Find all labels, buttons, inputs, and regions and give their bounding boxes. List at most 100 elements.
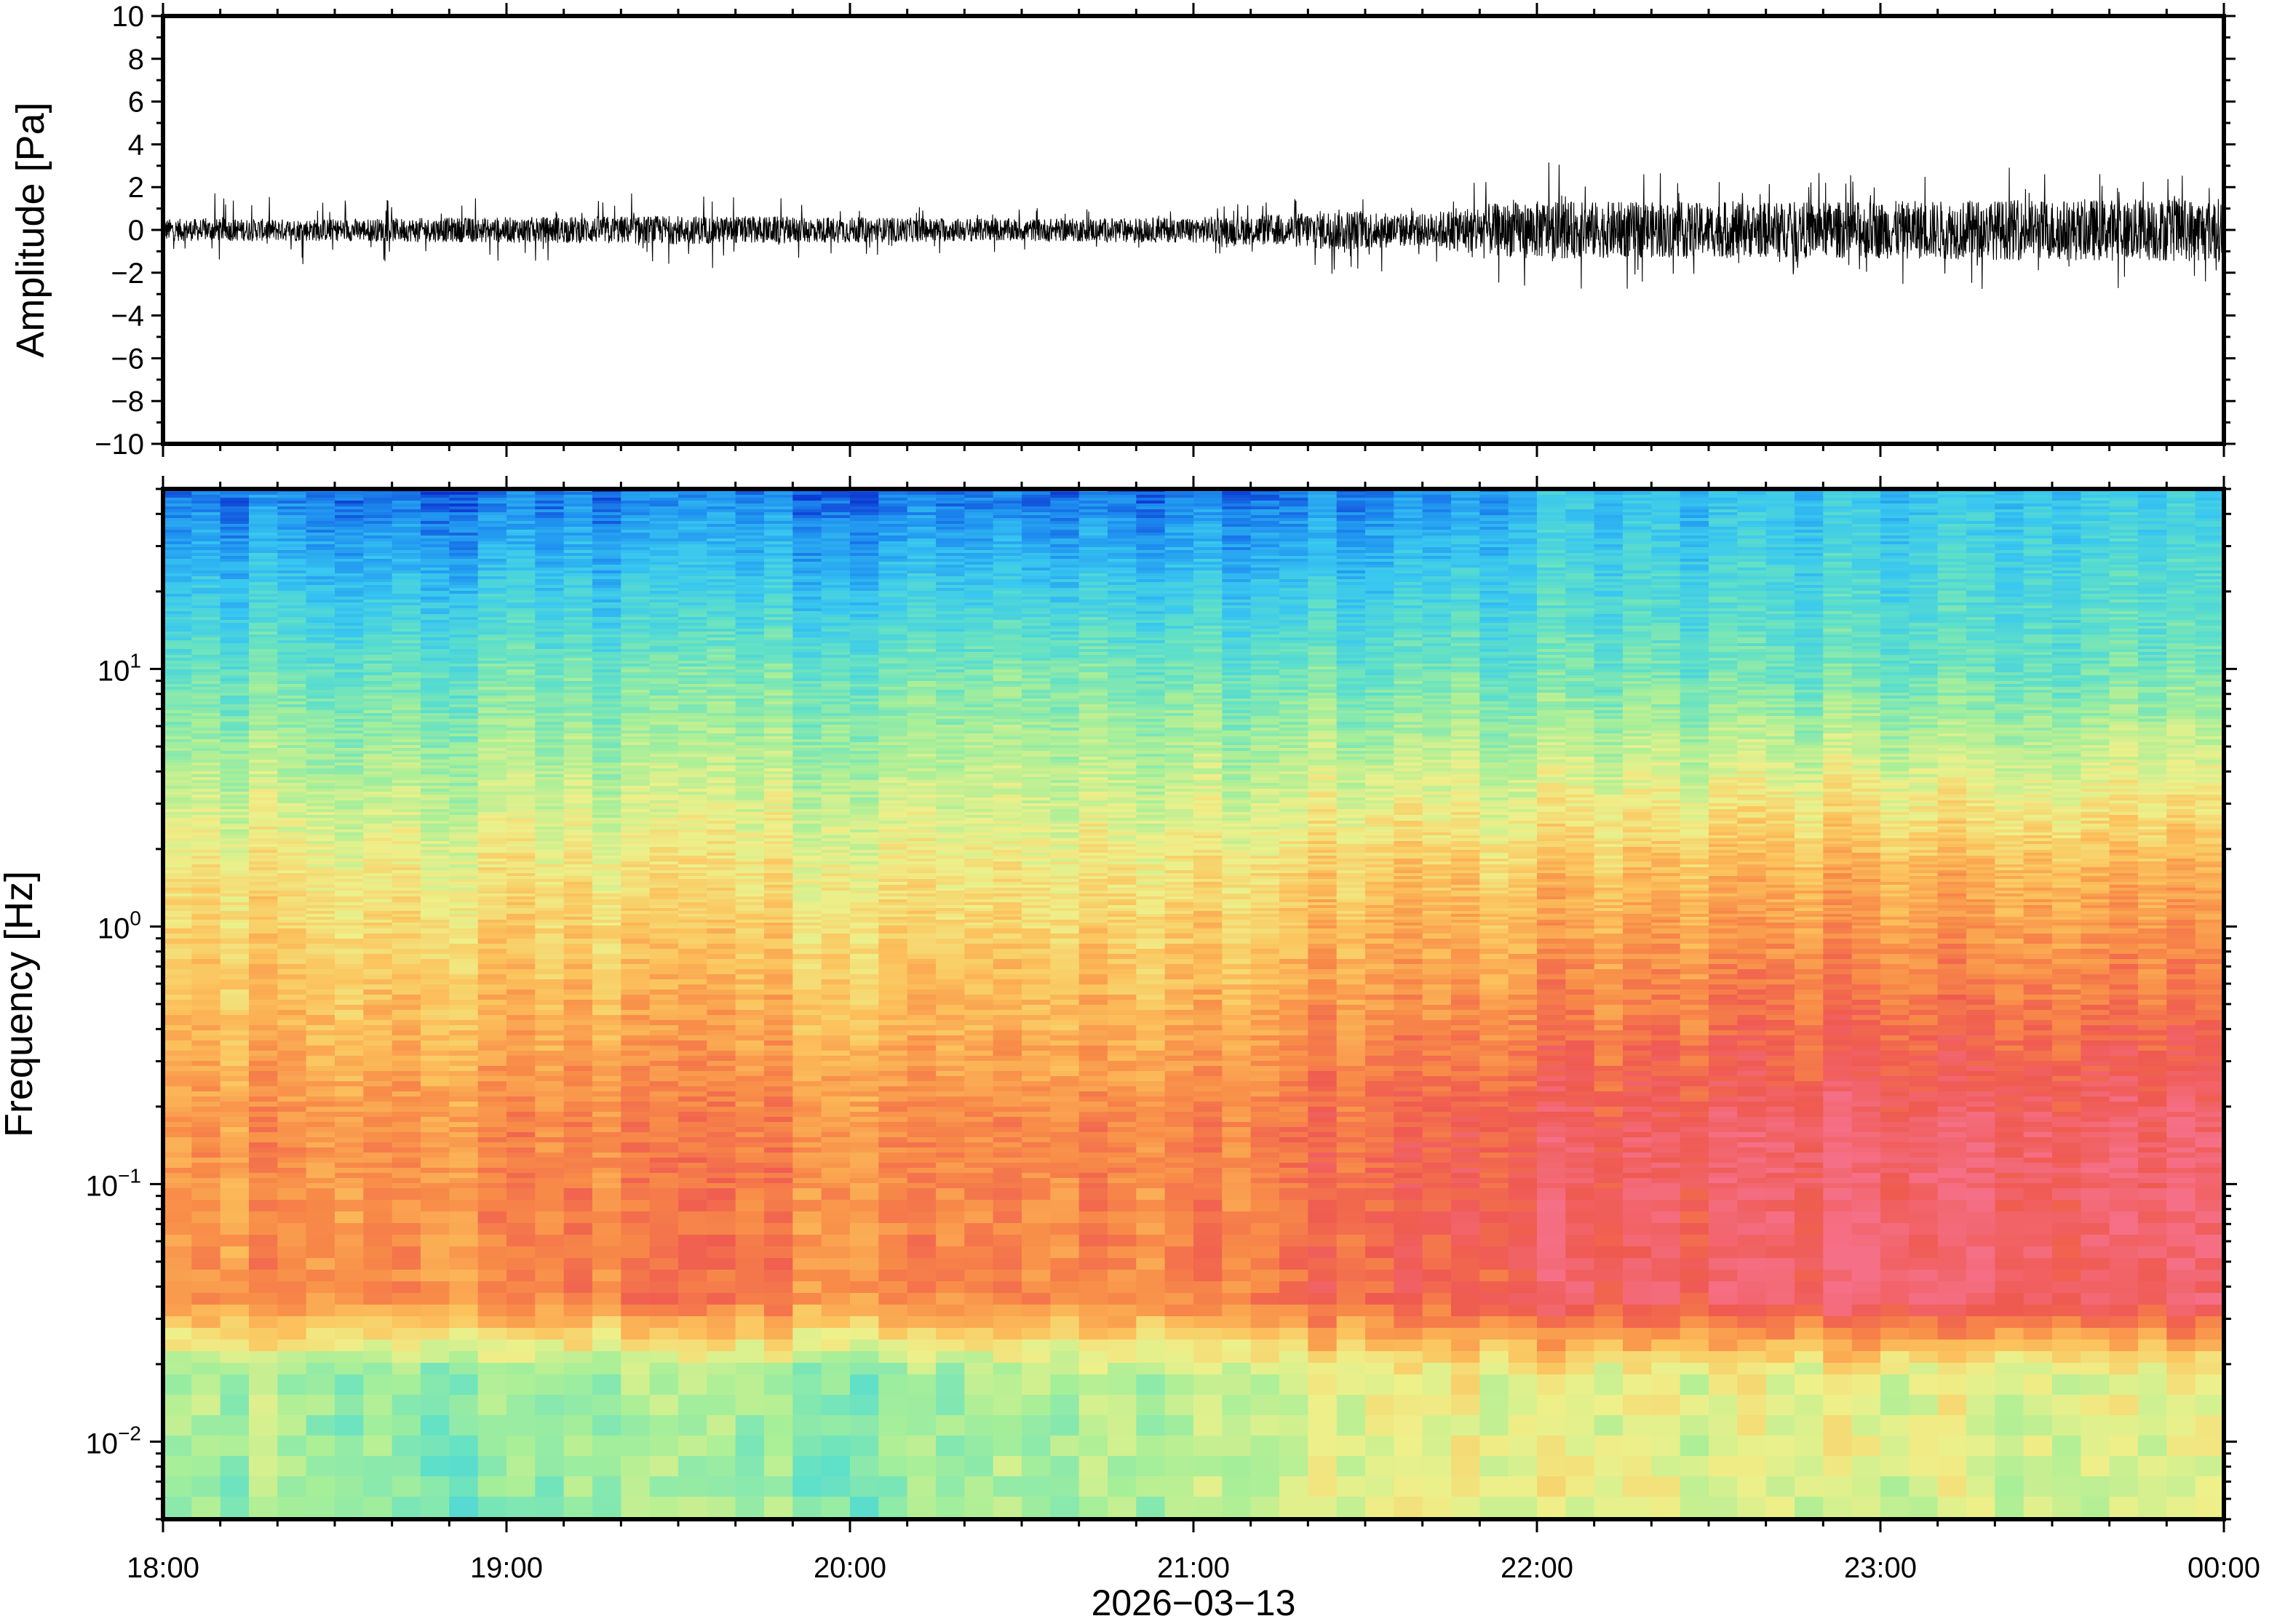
spectrogram-cell xyxy=(306,984,335,990)
spectrogram-cell xyxy=(220,1258,250,1270)
spectrogram-cell xyxy=(421,1076,450,1082)
spectrogram-cell xyxy=(477,742,507,746)
spectrogram-cell xyxy=(363,806,393,810)
spectrogram-cell xyxy=(306,1091,335,1097)
spectrogram-cell xyxy=(163,1183,192,1189)
spectrogram-cell xyxy=(335,797,364,801)
spectrogram-cell xyxy=(621,1015,651,1021)
spectrogram-cell xyxy=(592,974,621,980)
spectrogram-cell xyxy=(563,882,593,885)
spectrogram-cell xyxy=(678,1163,707,1169)
spectrogram-cell xyxy=(563,739,593,743)
spectrogram-cell xyxy=(649,736,679,740)
spectrogram-cell xyxy=(563,748,593,752)
spectrogram-cell xyxy=(621,536,651,539)
spectrogram-cell xyxy=(421,1200,450,1212)
spectrogram-cell xyxy=(477,611,507,615)
spectrogram-cell xyxy=(506,832,536,836)
spectrogram-cell xyxy=(764,620,793,624)
spectrogram-cell xyxy=(421,1000,450,1006)
spectrogram-cell xyxy=(220,629,250,632)
spectrogram-cell xyxy=(506,899,536,903)
spectrogram-cell xyxy=(277,771,307,775)
spectrogram-cell xyxy=(392,1066,421,1072)
spectrogram-cell xyxy=(735,1363,765,1375)
spectrogram-cell xyxy=(477,605,507,609)
spectrogram-cell xyxy=(421,579,450,583)
spectrogram-cell xyxy=(535,1030,565,1036)
spectrogram-cell xyxy=(306,739,335,743)
spectrogram-cell xyxy=(535,917,565,920)
spectrogram-cell xyxy=(735,553,765,557)
spectrogram-cell xyxy=(535,824,565,827)
spectrogram-cell xyxy=(249,608,278,612)
spectrogram-cell xyxy=(249,556,278,560)
spectrogram-cell xyxy=(191,1168,221,1174)
spectrogram-cell xyxy=(535,885,565,888)
spectrogram-cell xyxy=(191,914,221,918)
spectrogram-cell xyxy=(421,538,450,542)
spectrogram-cell xyxy=(392,565,421,568)
spectrogram-cell xyxy=(220,1340,250,1352)
spectrogram-cell xyxy=(707,760,736,763)
spectrogram-cell xyxy=(335,885,364,888)
spectrogram-cell xyxy=(535,1363,565,1375)
spectrogram-cell xyxy=(592,733,621,737)
spectrogram-cell xyxy=(506,1281,536,1294)
spectrogram-cell xyxy=(621,1112,651,1118)
spectrogram-cell xyxy=(678,693,707,696)
spectrogram-cell xyxy=(421,853,450,856)
spectrogram-cell xyxy=(563,1122,593,1128)
spectrogram-cell xyxy=(449,1173,479,1179)
spectrogram-cell xyxy=(363,1183,393,1189)
spectrogram-cell xyxy=(449,893,479,897)
spectrogram-cell xyxy=(678,687,707,690)
spectrogram-cell xyxy=(363,538,393,542)
spectrogram-cell xyxy=(392,1015,421,1021)
spectrogram-cell xyxy=(335,786,364,789)
spectrogram-cell xyxy=(277,1132,307,1138)
spectrogram-cell xyxy=(764,655,793,658)
spectrogram-cell xyxy=(735,594,765,597)
spectrogram-cell xyxy=(678,1374,707,1396)
spectrogram-cell xyxy=(191,911,221,915)
spectrogram-cell xyxy=(735,1270,765,1282)
spectrogram-cell xyxy=(535,629,565,632)
spectrogram-cell xyxy=(535,620,565,624)
spectrogram-cell xyxy=(249,1173,278,1179)
spectrogram-cell xyxy=(735,774,765,778)
spectrogram-cell xyxy=(592,1188,621,1201)
spectrogram-cell xyxy=(592,821,621,824)
spectrogram-cell xyxy=(277,1188,307,1201)
spectrogram-cell xyxy=(449,678,479,682)
spectrogram-cell xyxy=(306,844,335,848)
spectrogram-cell xyxy=(220,1351,250,1364)
spectrogram-cell xyxy=(649,1305,679,1317)
spectrogram-cell xyxy=(506,1153,536,1158)
spectrogram-cell xyxy=(335,923,364,926)
spectrogram-cell xyxy=(421,1270,450,1282)
spectrogram-cell xyxy=(335,541,364,545)
spectrogram-cell xyxy=(563,733,593,737)
spectrogram-cell xyxy=(421,739,450,743)
spectrogram-cell xyxy=(363,736,393,740)
spectrogram-cell xyxy=(563,1076,593,1082)
spectrogram-cell xyxy=(249,923,278,926)
spectrogram-cell xyxy=(649,1020,679,1026)
spectrogram-cell xyxy=(735,1035,765,1041)
spectrogram-cell xyxy=(163,637,192,641)
spectrogram-cell xyxy=(335,1025,364,1031)
spectrogram-cell xyxy=(764,760,793,763)
spectrogram-cell xyxy=(649,1211,679,1224)
spectrogram-cell xyxy=(477,1020,507,1026)
spectrogram-cell xyxy=(392,533,421,536)
spectrogram-cell xyxy=(163,713,192,717)
spectrogram-cell xyxy=(392,1091,421,1097)
spectrogram-cell xyxy=(335,591,364,594)
spectrogram-cell xyxy=(535,658,565,661)
spectrogram-cell xyxy=(220,818,250,821)
spectrogram-cell xyxy=(735,742,765,746)
spectrogram-cell xyxy=(191,765,221,769)
spectrogram-cell xyxy=(506,728,536,731)
spectrogram-cell xyxy=(277,652,307,656)
